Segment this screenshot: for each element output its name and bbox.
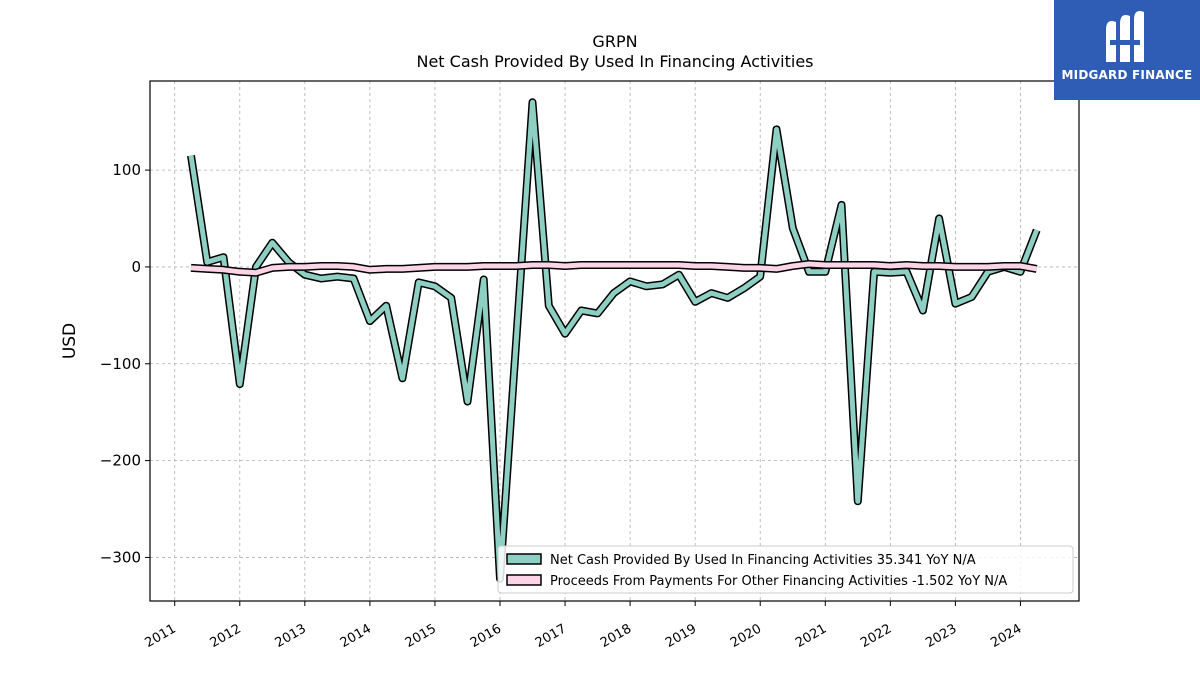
y-tick-label: −100 bbox=[100, 355, 141, 373]
y-tick-label: −300 bbox=[100, 548, 141, 566]
x-tick-label: 2019 bbox=[663, 621, 699, 651]
y-tick-label: 100 bbox=[112, 161, 141, 179]
legend-label: Proceeds From Payments For Other Financi… bbox=[550, 574, 1007, 589]
x-tick-label: 2012 bbox=[208, 621, 244, 651]
legend-label: Net Cash Provided By Used In Financing A… bbox=[550, 553, 976, 568]
y-ticks: 100 0 −100 −200 −300 bbox=[100, 161, 150, 566]
brand-mark-icon bbox=[1106, 11, 1144, 62]
x-tick-label: 2018 bbox=[598, 621, 634, 651]
plot-frame bbox=[149, 80, 1080, 602]
x-tick-label: 2021 bbox=[793, 621, 829, 651]
midgard-finance-logo: MIDGARD FINANCE bbox=[1054, 0, 1200, 100]
chart-title: GRPN bbox=[592, 32, 637, 51]
x-tick-label: 2014 bbox=[338, 621, 374, 651]
grid bbox=[150, 81, 1079, 601]
legend: Net Cash Provided By Used In Financing A… bbox=[497, 545, 1074, 594]
x-tick-label: 2016 bbox=[468, 621, 504, 651]
legend-swatch bbox=[506, 553, 542, 565]
x-tick-label: 2013 bbox=[273, 621, 309, 651]
y-axis-label: USD bbox=[60, 323, 80, 359]
x-tick-label: 2023 bbox=[923, 621, 959, 651]
x-tick-label: 2020 bbox=[728, 621, 764, 651]
x-tick-label: 2015 bbox=[403, 621, 439, 651]
x-tick-label: 2024 bbox=[988, 621, 1024, 651]
chart-subtitle: Net Cash Provided By Used In Financing A… bbox=[416, 52, 813, 71]
legend-box bbox=[497, 545, 1074, 594]
x-tick-label: 2017 bbox=[533, 621, 569, 651]
y-tick-label: −200 bbox=[100, 452, 141, 470]
series-line-outline bbox=[187, 98, 1041, 583]
brand-name: MIDGARD FINANCE bbox=[1061, 68, 1193, 82]
x-tick-label: 2022 bbox=[858, 621, 894, 651]
series-line bbox=[190, 261, 1038, 276]
legend-swatch bbox=[506, 574, 542, 586]
x-tick-label: 2011 bbox=[143, 621, 179, 651]
series-layer bbox=[187, 98, 1041, 583]
x-ticks: 2011 2012 2013 2014 2015 2016 2017 2018 2019 2020… bbox=[143, 601, 1024, 651]
y-tick-label: 0 bbox=[131, 258, 141, 276]
series-line bbox=[188, 99, 1040, 582]
